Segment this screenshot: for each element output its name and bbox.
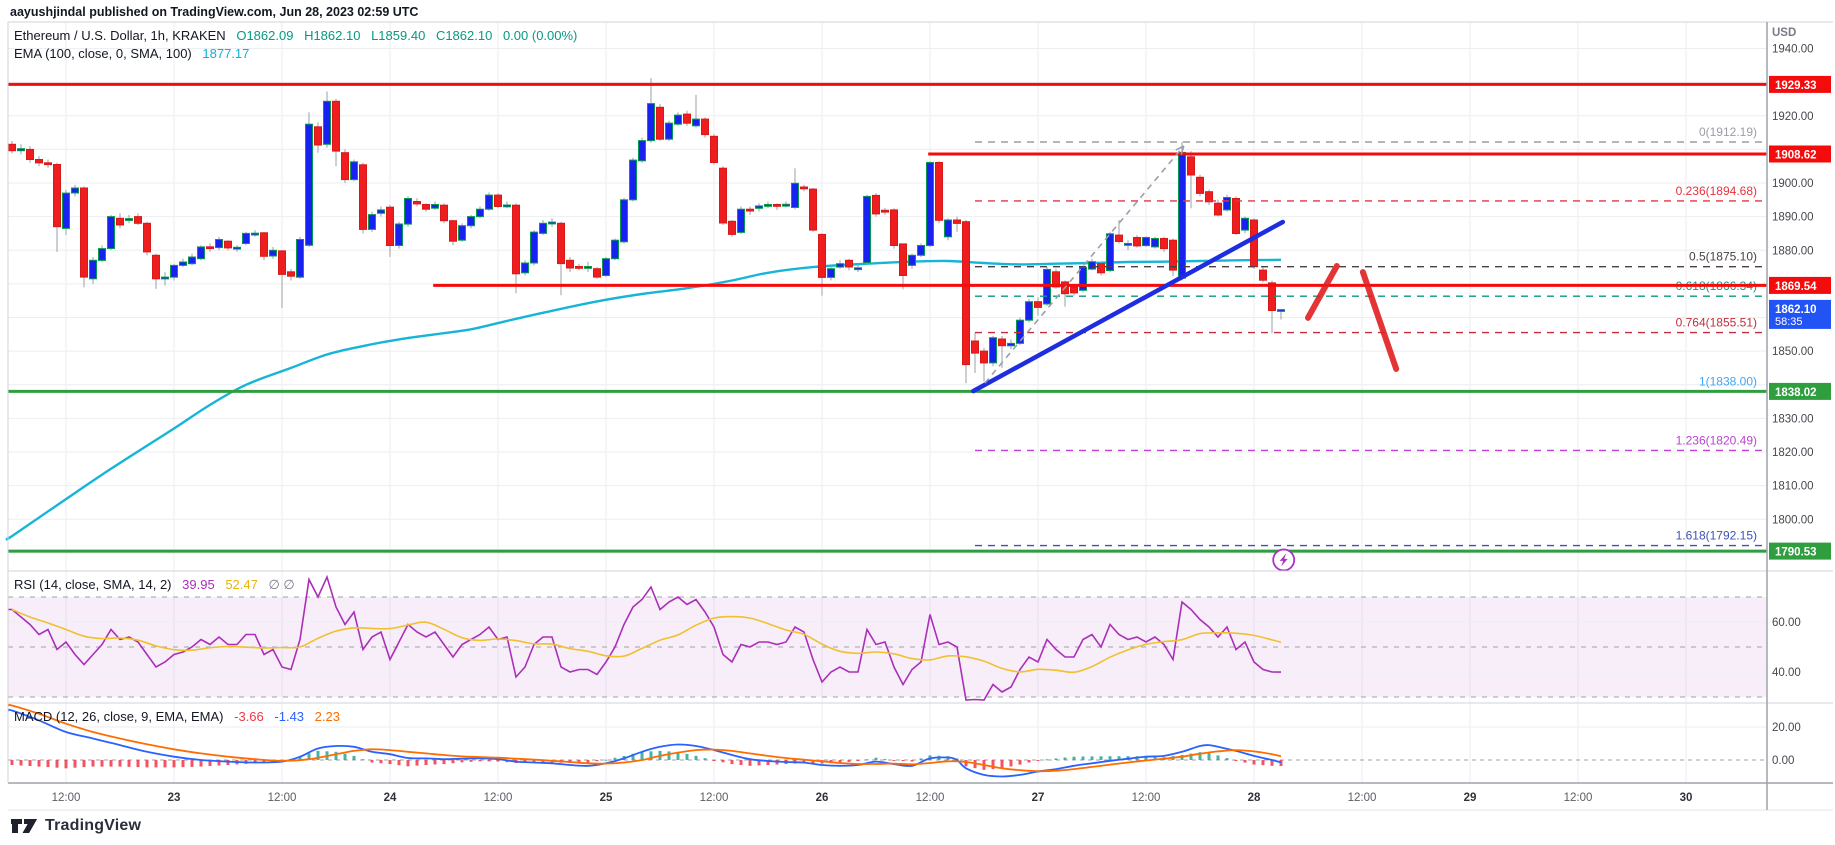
fib-level-label: 1(1838.00) xyxy=(1699,375,1757,389)
price-badge xyxy=(1769,542,1831,560)
svg-text:12:00: 12:00 xyxy=(52,792,81,804)
fib-level-label: 0.764(1855.51) xyxy=(1676,316,1757,330)
svg-text:24: 24 xyxy=(384,792,397,804)
tradingview-logo-text: TradingView xyxy=(45,817,142,834)
macd-signal-line xyxy=(7,704,1282,773)
svg-text:1862.10: 1862.10 xyxy=(1775,304,1817,316)
svg-text:26: 26 xyxy=(816,792,829,804)
svg-text:40.00: 40.00 xyxy=(1772,667,1801,679)
tradingview-logo[interactable]: TradingView xyxy=(10,816,141,836)
macd-pane[interactable] xyxy=(8,703,1767,783)
projection-arrow xyxy=(984,145,1185,384)
drawn-red-arrow xyxy=(1359,269,1400,372)
price-badge xyxy=(1769,276,1831,294)
svg-text:1900.00: 1900.00 xyxy=(1772,178,1814,190)
fib-level-label: 0.5(1875.10) xyxy=(1689,250,1757,264)
svg-text:0.00: 0.00 xyxy=(1772,755,1794,767)
svg-text:1890.00: 1890.00 xyxy=(1772,212,1814,224)
svg-text:1850.00: 1850.00 xyxy=(1772,346,1814,358)
svg-text:1830.00: 1830.00 xyxy=(1772,413,1814,425)
rsi-sma-line xyxy=(11,608,1282,674)
svg-text:28: 28 xyxy=(1248,792,1261,804)
svg-text:1929.33: 1929.33 xyxy=(1775,80,1817,92)
price-badge xyxy=(1769,145,1831,163)
svg-text:60.00: 60.00 xyxy=(1772,617,1801,629)
svg-text:12:00: 12:00 xyxy=(1348,792,1377,804)
macd-line xyxy=(7,708,1282,778)
svg-text:30: 30 xyxy=(1680,792,1693,804)
trendline xyxy=(970,219,1286,394)
svg-text:1800.00: 1800.00 xyxy=(1772,514,1814,526)
svg-text:1908.62: 1908.62 xyxy=(1775,150,1817,162)
svg-text:12:00: 12:00 xyxy=(484,792,513,804)
time-axis[interactable] xyxy=(8,783,1767,810)
fib-level-label: 1.236(1820.49) xyxy=(1676,433,1757,447)
ema-line xyxy=(5,258,1282,541)
currency-label: USD xyxy=(1772,27,1796,39)
svg-text:1920.00: 1920.00 xyxy=(1772,111,1814,123)
rsi-pane[interactable] xyxy=(8,571,1767,703)
published-byline: aayushjindal published on TradingView.co… xyxy=(10,5,419,19)
svg-text:20.00: 20.00 xyxy=(1772,722,1801,734)
drawn-red-arrow xyxy=(1305,263,1340,321)
svg-text:12:00: 12:00 xyxy=(268,792,297,804)
tradingview-logo-icon xyxy=(11,819,37,833)
svg-text:1820.00: 1820.00 xyxy=(1772,447,1814,459)
svg-text:23: 23 xyxy=(168,792,181,804)
price-pane[interactable] xyxy=(8,22,1767,571)
price-badge xyxy=(1769,75,1831,93)
price-axis[interactable] xyxy=(1767,22,1835,783)
svg-text:12:00: 12:00 xyxy=(1564,792,1593,804)
svg-text:1940.00: 1940.00 xyxy=(1772,44,1814,56)
fib-level-label: 1.618(1792.15) xyxy=(1676,529,1757,543)
fib-level-label: 0.236(1894.68) xyxy=(1676,184,1757,198)
lightning-button[interactable] xyxy=(1272,548,1297,573)
svg-text:1790.53: 1790.53 xyxy=(1775,547,1817,559)
svg-text:29: 29 xyxy=(1464,792,1477,804)
svg-text:12:00: 12:00 xyxy=(1132,792,1161,804)
svg-text:58:35: 58:35 xyxy=(1775,316,1803,328)
rsi-line xyxy=(8,574,1282,701)
price-badge xyxy=(1769,299,1831,329)
price-badge xyxy=(1769,382,1831,400)
svg-text:27: 27 xyxy=(1032,792,1045,804)
svg-text:1869.54: 1869.54 xyxy=(1775,281,1817,293)
svg-text:12:00: 12:00 xyxy=(916,792,945,804)
svg-text:1810.00: 1810.00 xyxy=(1772,481,1814,493)
svg-text:12:00: 12:00 xyxy=(700,792,729,804)
fib-level-label: 0(1912.19) xyxy=(1699,125,1757,139)
svg-text:1838.02: 1838.02 xyxy=(1775,387,1817,399)
svg-text:1880.00: 1880.00 xyxy=(1772,245,1814,257)
svg-text:25: 25 xyxy=(600,792,613,804)
